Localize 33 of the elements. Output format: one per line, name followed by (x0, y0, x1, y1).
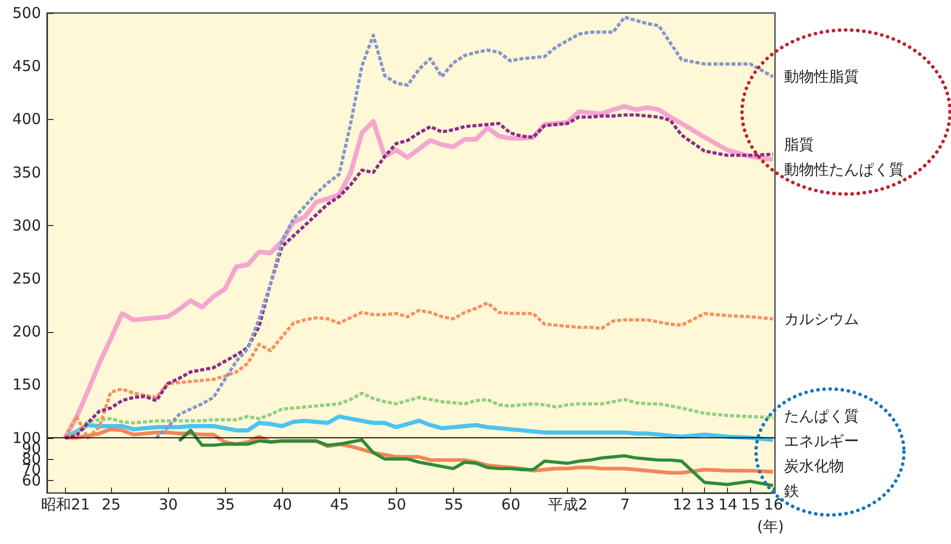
series-label: 鉄 (784, 482, 799, 500)
y-tick-label: 200 (12, 322, 41, 341)
x-tick-label: 12 (672, 496, 692, 514)
y-tick-label: 300 (12, 216, 41, 234)
y-tick-label: 250 (12, 269, 41, 288)
series-label: 炭水化物 (784, 457, 844, 476)
y-tick-label: 500 (12, 4, 41, 22)
series-label: 動物性脂質 (784, 68, 859, 86)
x-tick-label: 25 (102, 496, 121, 514)
x-tick-label: 昭和21 (40, 496, 90, 514)
x-tick-label: 30 (158, 496, 178, 514)
x-tick-label: 40 (272, 496, 292, 514)
x-tick-label: 45 (330, 496, 350, 514)
x-tick-label: 50 (387, 496, 406, 514)
series-label: 脂質 (784, 135, 814, 154)
x-axis-title: (年) (757, 518, 784, 536)
series-label: たんぱく質 (784, 407, 859, 426)
x-tick-label: 35 (216, 496, 235, 514)
y-tick-label: 450 (12, 57, 41, 76)
series-label: 動物性たんぱく質 (784, 160, 904, 178)
x-tick-label: 7 (620, 496, 630, 514)
x-tick-label: 15 (741, 496, 760, 514)
y-tick-label: 150 (12, 376, 41, 394)
x-tick-label: 13 (695, 496, 715, 514)
series-label: エネルギー (784, 432, 859, 450)
x-tick-label: 16 (764, 496, 784, 514)
y-tick-label: 400 (12, 110, 41, 128)
series-label: カルシウム (784, 310, 859, 328)
x-tick-label: 55 (444, 496, 464, 514)
x-tick-label: 60 (501, 496, 520, 514)
x-tick-label: 14 (718, 496, 738, 514)
x-tick-label: 平成2 (548, 496, 588, 514)
y-tick-label: 350 (12, 163, 41, 182)
